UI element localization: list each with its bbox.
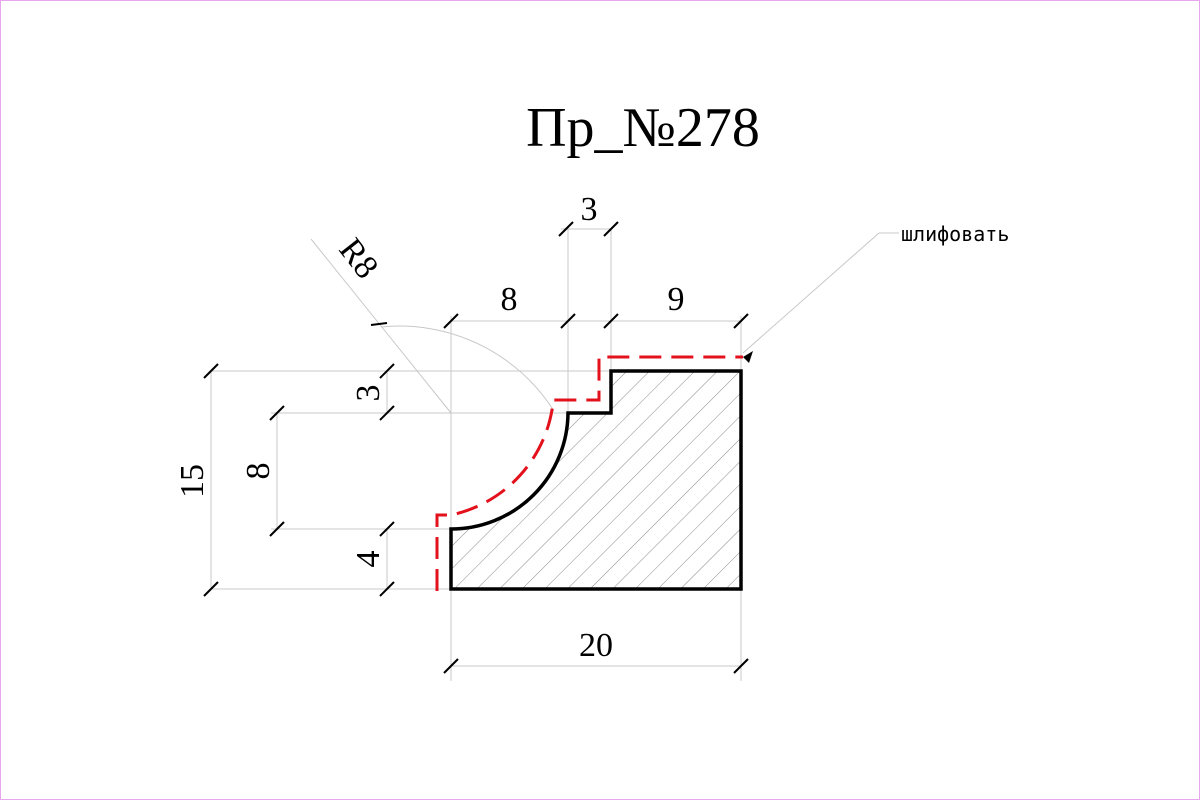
dim-bottom-height: 4 <box>350 551 387 568</box>
dim-top-step: 3 <box>581 191 598 228</box>
sanding-line <box>435 355 743 591</box>
dim-top-left: 8 <box>501 281 518 318</box>
radius-arc-construction <box>380 325 555 412</box>
profile-section <box>449 369 743 591</box>
dim-arc-height: 8 <box>240 463 277 480</box>
dim-total-height: 15 <box>174 464 211 498</box>
dim-top-right: 9 <box>668 281 685 318</box>
dimension-ticks <box>203 221 749 674</box>
dim-width: 20 <box>579 627 613 664</box>
dim-left-step: 3 <box>350 385 387 402</box>
note-leader-line <box>742 232 880 354</box>
leader-arrow-icon <box>743 351 753 363</box>
extension-lines <box>210 228 899 681</box>
sanding-note: шлифовать <box>901 222 1009 246</box>
radius-leader-line <box>310 238 452 414</box>
profile-title: Пр_№278 <box>526 97 760 159</box>
dim-radius: R8 <box>332 232 386 286</box>
